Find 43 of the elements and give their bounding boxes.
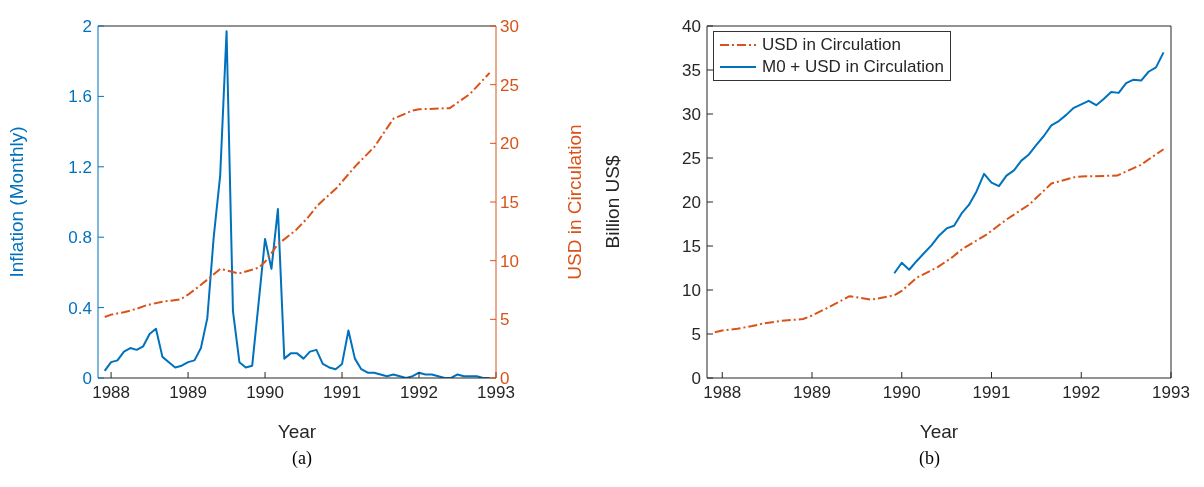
- y-tick-label: 0.8: [68, 228, 92, 248]
- y-tick-label: 1.2: [68, 157, 92, 177]
- text: (b): [918, 448, 941, 469]
- y2-tick-label: 30: [500, 17, 519, 37]
- y-tick-label: 0: [691, 369, 701, 389]
- x-tick-label: 1991: [972, 383, 1011, 403]
- y-axis-title: Billion US$: [601, 155, 623, 249]
- y2-tick-label: 10: [500, 251, 519, 271]
- x-axis-title: Year: [919, 421, 959, 442]
- x-tick-label: 1992: [1062, 383, 1101, 403]
- y-tick-label: 20: [682, 193, 701, 213]
- x-tick-label: 1990: [246, 383, 284, 403]
- x-tick-label: 1990: [882, 383, 921, 403]
- x-tick-label: 1988: [703, 383, 742, 403]
- y2-tick-label: 25: [500, 75, 519, 95]
- x-tick-label: 1993: [1152, 383, 1190, 403]
- x-tick-label: 1991: [323, 383, 361, 403]
- y-tick-label: 0.4: [68, 298, 92, 318]
- y-axis-title: Inflation (Monthly): [5, 126, 27, 278]
- y2-axis-title: USD in Circulation: [563, 124, 585, 280]
- y-tick-label: 10: [682, 281, 701, 301]
- y-tick-label: 5: [691, 325, 701, 345]
- text: (a): [291, 448, 313, 469]
- y-tick-label: 0: [82, 369, 92, 389]
- y-tick-label: 35: [682, 61, 701, 81]
- y2-tick-label: 15: [500, 193, 519, 213]
- y-tick-label: 40: [682, 17, 701, 37]
- y-tick-label: 30: [682, 105, 701, 125]
- line-series: [713, 148, 1165, 334]
- y-tick-label: 25: [682, 149, 701, 169]
- x-tick-label: 1992: [400, 383, 438, 403]
- x-tick-label: 1989: [169, 383, 207, 403]
- x-axis-title: Year: [277, 421, 317, 442]
- y-tick-label: 15: [682, 237, 701, 257]
- line-series: [103, 71, 491, 318]
- y2-tick-label: 5: [500, 310, 510, 330]
- y-tick-label: 2: [82, 17, 92, 37]
- x-tick-label: 1989: [793, 383, 831, 403]
- x-tick-label: 1988: [92, 383, 130, 403]
- legend-label: M0 + USD in Circulation: [762, 56, 944, 78]
- legend-label: USD in Circulation: [762, 34, 901, 56]
- y-tick-label: 1.6: [68, 87, 92, 107]
- y2-tick-label: 20: [500, 134, 519, 154]
